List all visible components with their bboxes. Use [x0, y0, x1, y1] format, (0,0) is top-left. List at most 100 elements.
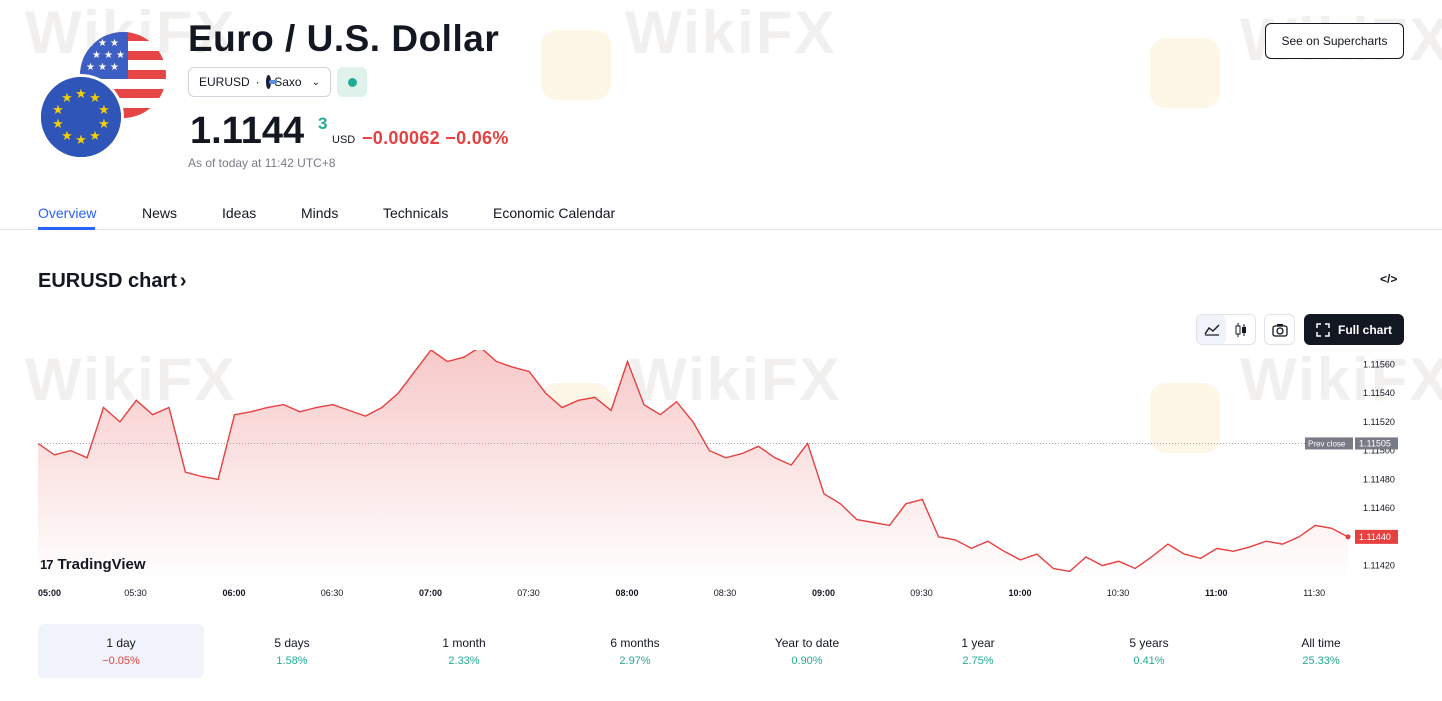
period-1-year[interactable]: 1 year 2.75%: [895, 624, 1061, 678]
period-value: 0.90%: [791, 655, 823, 667]
y-tick-label: 1.11520: [1363, 417, 1395, 427]
svg-text:★: ★: [98, 117, 110, 132]
svg-text:★: ★: [98, 103, 110, 118]
tab-news[interactable]: News: [142, 205, 178, 221]
period-label: All time: [1301, 636, 1341, 650]
period-label: 5 days: [274, 636, 310, 650]
period-5-days[interactable]: 5 days 1.58%: [209, 624, 375, 678]
candlestick-chart-icon[interactable]: [1226, 315, 1255, 344]
price-currency: USD: [332, 134, 356, 146]
y-tick-label: 1.11480: [1363, 474, 1395, 484]
watermark-logo: [1150, 38, 1220, 108]
chevron-right-icon: ›: [179, 270, 187, 292]
last-price-dot: [1345, 534, 1351, 540]
svg-text:★: ★: [89, 129, 101, 144]
exchange-label: Saxo: [274, 75, 302, 89]
svg-text:★: ★: [98, 38, 107, 49]
currency-pair-flags: ★ ★ ★ ★ ★ ★ ★ ★ ★ ★ ★ ★ ★ ★ ★ ★ ★ ★ ★: [38, 32, 168, 162]
svg-text:★: ★: [52, 117, 64, 132]
y-tick-label: 1.11560: [1363, 359, 1395, 369]
x-tick-label: 06:30: [321, 588, 344, 598]
period-label: 6 months: [610, 636, 660, 650]
period-label: 1 year: [961, 636, 995, 650]
last-price: 1.1144: [190, 110, 305, 152]
period-6-months[interactable]: 6 months 2.97%: [552, 624, 718, 678]
x-tick-label: 10:00: [1009, 588, 1032, 598]
svg-text:★: ★: [116, 50, 125, 61]
period-value: 2.75%: [962, 655, 994, 667]
period-1-month[interactable]: 1 month 2.33%: [381, 624, 547, 678]
svg-text:★: ★: [52, 103, 64, 118]
x-tick-label: 11:00: [1205, 588, 1228, 598]
x-tick-label: 07:30: [517, 588, 540, 598]
period-value: 1.58%: [276, 655, 308, 667]
period-label: 1 day: [106, 636, 136, 650]
last-price-value: 1.11440: [1359, 532, 1391, 542]
period-value: −0.05%: [102, 655, 140, 667]
period-label: 1 month: [442, 636, 486, 650]
price-line: [37, 350, 1349, 573]
x-tick-label: 11:30: [1303, 588, 1325, 598]
period-label: Year to date: [774, 636, 840, 650]
watermark-text: WikiFX: [625, 0, 837, 66]
period-value: 2.97%: [619, 655, 651, 667]
prev-close-tag: [1305, 437, 1353, 450]
tab-ideas[interactable]: Ideas: [222, 205, 257, 221]
area-chart-icon[interactable]: [1197, 315, 1226, 344]
status-dot-icon: [347, 77, 357, 87]
y-tick-label: 1.11420: [1363, 561, 1395, 571]
full-chart-button[interactable]: Full chart: [1304, 314, 1404, 345]
svg-text:★: ★: [104, 50, 113, 61]
x-tick-label: 09:30: [910, 588, 933, 598]
x-tick-label: 05:30: [124, 588, 147, 598]
svg-text:★: ★: [110, 38, 119, 49]
tradingview-brand: TradingView: [57, 556, 146, 573]
tab-technicals[interactable]: Technicals: [383, 205, 449, 221]
chart-heading-text: EURUSD chart: [38, 270, 177, 292]
chart-style-toggle: [1196, 314, 1256, 345]
period-all-time[interactable]: All time 25.33%: [1238, 624, 1404, 678]
prev-close-value-tag: [1355, 437, 1398, 450]
tab-minds[interactable]: Minds: [301, 205, 339, 221]
x-tick-label: 10:30: [1107, 588, 1130, 598]
period-performance-bar: 1 day −0.05% 5 days 1.58% 1 month 2.33% …: [38, 624, 1404, 678]
tab-economic-calendar[interactable]: Economic Calendar: [493, 205, 616, 221]
area-fill: [38, 350, 1348, 580]
price-chart[interactable]: 05:00 05:30 06:00 06:30 07:00 07:30 08:00 08:30…: [0, 350, 1442, 610]
y-tick-label: 1.11460: [1363, 503, 1395, 513]
symbol-selector[interactable]: EURUSD · Saxo ⌄: [188, 67, 331, 97]
period-value: 0.41%: [1133, 655, 1165, 667]
tradingview-logo: 17 TradingView: [40, 556, 146, 573]
svg-text:★: ★: [61, 91, 73, 106]
y-tick-label: 1.11540: [1363, 388, 1395, 398]
chart-heading-link[interactable]: EURUSD chart ›: [38, 270, 187, 293]
x-tick-label: 06:00: [223, 588, 246, 598]
prev-close-label: Prev close: [1308, 439, 1346, 448]
period-1-day[interactable]: 1 day −0.05%: [38, 624, 204, 678]
svg-text:★: ★: [89, 91, 101, 106]
screenshot-button[interactable]: [1264, 314, 1295, 345]
x-tick-label: 08:30: [714, 588, 737, 598]
svg-text:★: ★: [86, 38, 95, 49]
svg-text:★: ★: [92, 50, 101, 61]
period-year-to-date[interactable]: Year to date 0.90%: [724, 624, 890, 678]
x-tick-label: 05:00: [38, 588, 61, 598]
chevron-down-icon: ⌄: [311, 76, 320, 88]
market-status-indicator[interactable]: [337, 67, 367, 97]
x-tick-label: 08:00: [616, 588, 639, 598]
period-5-years[interactable]: 5 years 0.41%: [1066, 624, 1232, 678]
embed-code-icon[interactable]: </>: [1380, 272, 1398, 286]
tradingview-mark-icon: 17: [40, 557, 54, 572]
separator: ·: [255, 75, 260, 89]
period-value: 25.33%: [1302, 655, 1340, 667]
active-tab-indicator: [38, 227, 95, 230]
full-chart-label: Full chart: [1337, 322, 1392, 337]
x-tick-label: 09:00: [812, 588, 835, 598]
see-on-supercharts-button[interactable]: See on Supercharts: [1265, 23, 1404, 59]
price-timestamp: As of today at 11:42 UTC+8: [188, 156, 336, 170]
expand-icon: [1316, 322, 1330, 337]
svg-text:★: ★: [86, 62, 95, 73]
tab-overview[interactable]: Overview: [38, 205, 97, 221]
y-tick-label: 1.11500: [1363, 446, 1395, 456]
price-change: −0.00062 −0.06%: [362, 128, 509, 148]
